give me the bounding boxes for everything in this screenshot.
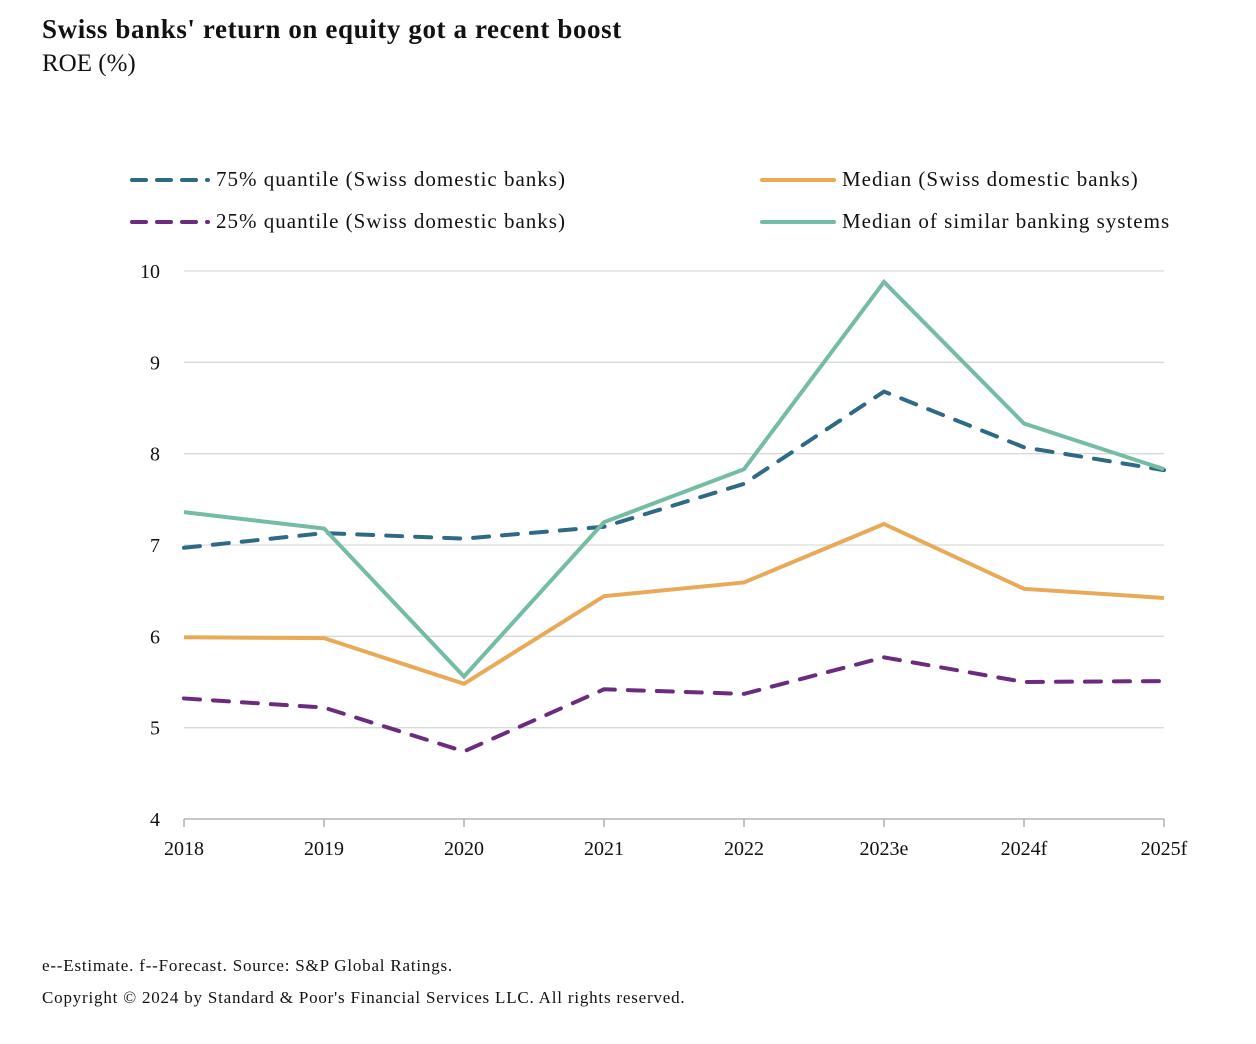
y-tick-label: 4 — [150, 809, 160, 831]
x-tick-label: 2023e — [860, 838, 909, 860]
axes: 4 5 6 7 8 9 10 2018 2019 2020 2021 2022 2023e 2024f 20… — [140, 261, 1188, 860]
legend-swatch-median-swiss — [760, 177, 836, 182]
gridlines — [184, 270, 1164, 729]
x-tick-label: 2025f — [1141, 838, 1188, 860]
series-line-25-quantile-swiss-domestic-banks — [182, 655, 1166, 754]
y-tick-label: 10 — [140, 261, 160, 283]
x-tick-label: 2019 — [304, 838, 344, 860]
legend-label-median-similar: Median of similar banking systems — [842, 209, 1171, 233]
legend-swatch-75-quantile — [130, 177, 210, 182]
y-tick-label: 5 — [150, 718, 160, 740]
legend-item-75-quantile: 75% quantile (Swiss domestic banks) — [130, 167, 566, 192]
y-tick-label: 9 — [150, 352, 160, 374]
x-tick-label: 2018 — [164, 838, 204, 860]
series-line-median-of-similar-banking-systems — [183, 278, 1165, 680]
legend-item-25-quantile: 25% quantile (Swiss domestic banks) — [130, 209, 566, 234]
chart-subtitle: ROE (%) — [42, 50, 136, 77]
legend-swatch-median-similar — [760, 219, 836, 224]
legend-label-75-quantile: 75% quantile (Swiss domestic banks) — [216, 167, 566, 191]
legend-item-median-similar: Median of similar banking systems — [760, 209, 1170, 234]
footnote-copyright: Copyright © 2024 by Standard & Poor's Fi… — [42, 988, 686, 1007]
series-line-75-quantile-swiss-domestic-banks — [182, 389, 1166, 550]
legend-swatch-25-quantile — [130, 219, 210, 224]
chart-title: Swiss banks' return on equity got a rece… — [42, 14, 622, 44]
legend-item-median-swiss: Median (Swiss domestic banks) — [760, 167, 1139, 192]
x-tick-label: 2020 — [444, 838, 484, 860]
footnote-notes: e--Estimate. f--Forecast. Source: S&P Gl… — [42, 956, 453, 975]
x-tick-label: 2021 — [584, 838, 624, 860]
legend-label-25-quantile: 25% quantile (Swiss domestic banks) — [216, 209, 566, 233]
y-tick-label: 6 — [150, 626, 160, 648]
x-tick-label: 2024f — [1001, 838, 1048, 860]
legend-label-median-swiss: Median (Swiss domestic banks) — [842, 167, 1139, 191]
y-tick-label: 8 — [150, 444, 160, 466]
series-lines — [182, 278, 1166, 754]
y-tick-label: 7 — [150, 535, 160, 557]
series-line-median-swiss-domestic-banks — [183, 521, 1165, 687]
x-tick-label: 2022 — [724, 838, 764, 860]
